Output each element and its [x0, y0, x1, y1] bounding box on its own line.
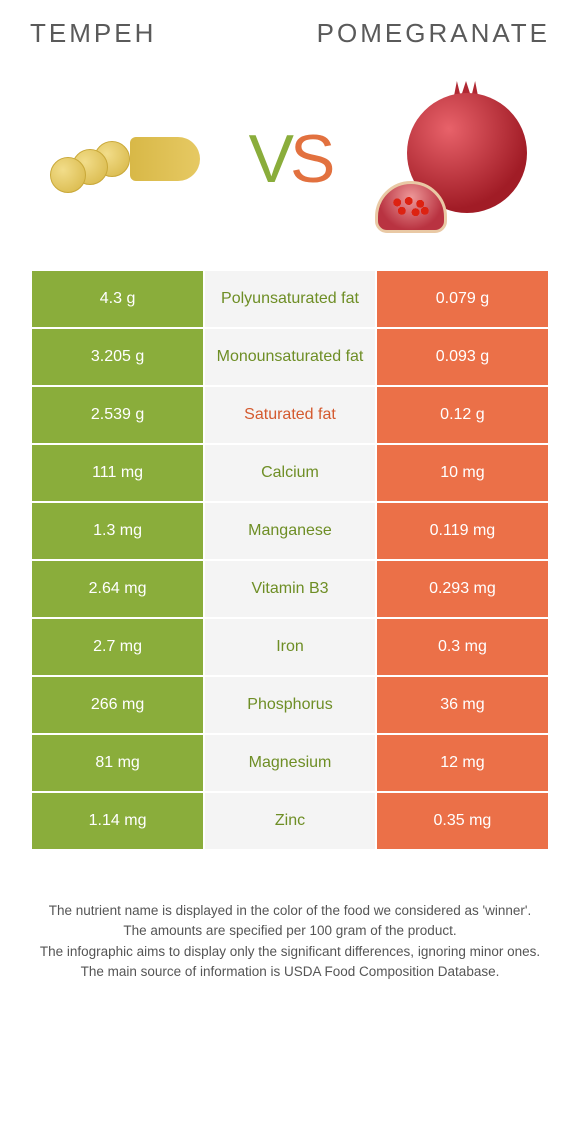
right-value: 0.293 mg [376, 560, 549, 618]
comparison-table: 4.3 gPolyunsaturated fat0.079 g3.205 gMo… [30, 269, 550, 851]
table-row: 3.205 gMonounsaturated fat0.093 g [31, 328, 549, 386]
nutrient-label: Vitamin B3 [204, 560, 376, 618]
header: Tempeh Pomegranate [0, 0, 580, 49]
left-food-title: Tempeh [30, 18, 156, 49]
footer-line: The main source of information is USDA F… [30, 962, 550, 982]
nutrient-label: Phosphorus [204, 676, 376, 734]
left-value: 2.64 mg [31, 560, 204, 618]
table-row: 266 mgPhosphorus36 mg [31, 676, 549, 734]
nutrient-label: Calcium [204, 444, 376, 502]
right-value: 0.093 g [376, 328, 549, 386]
hero-row: VS [0, 49, 580, 269]
nutrient-label: Saturated fat [204, 386, 376, 444]
table-row: 2.64 mgVitamin B30.293 mg [31, 560, 549, 618]
left-value: 2.7 mg [31, 618, 204, 676]
table-row: 1.14 mgZinc0.35 mg [31, 792, 549, 850]
right-value: 0.079 g [376, 270, 549, 328]
right-value: 0.119 mg [376, 502, 549, 560]
nutrient-label: Polyunsaturated fat [204, 270, 376, 328]
right-value: 12 mg [376, 734, 549, 792]
right-food-title: Pomegranate [317, 18, 550, 49]
table-row: 1.3 mgManganese0.119 mg [31, 502, 549, 560]
left-value: 111 mg [31, 444, 204, 502]
right-value: 0.3 mg [376, 618, 549, 676]
left-value: 4.3 g [31, 270, 204, 328]
left-value: 2.539 g [31, 386, 204, 444]
left-value: 1.3 mg [31, 502, 204, 560]
nutrient-label: Zinc [204, 792, 376, 850]
nutrient-label: Monounsaturated fat [204, 328, 376, 386]
table-row: 111 mgCalcium10 mg [31, 444, 549, 502]
table-row: 2.7 mgIron0.3 mg [31, 618, 549, 676]
footer-line: The amounts are specified per 100 gram o… [30, 921, 550, 941]
footer-line: The infographic aims to display only the… [30, 942, 550, 962]
table-row: 81 mgMagnesium12 mg [31, 734, 549, 792]
right-value: 10 mg [376, 444, 549, 502]
vs-s: S [290, 121, 331, 197]
left-value: 1.14 mg [31, 792, 204, 850]
left-value: 266 mg [31, 676, 204, 734]
right-value: 0.12 g [376, 386, 549, 444]
table-row: 4.3 gPolyunsaturated fat0.079 g [31, 270, 549, 328]
footer-notes: The nutrient name is displayed in the co… [30, 901, 550, 982]
nutrient-label: Iron [204, 618, 376, 676]
right-value: 36 mg [376, 676, 549, 734]
nutrient-label: Magnesium [204, 734, 376, 792]
tempeh-image [40, 79, 210, 239]
footer-line: The nutrient name is displayed in the co… [30, 901, 550, 921]
vs-v: V [249, 121, 290, 197]
nutrient-label: Manganese [204, 502, 376, 560]
table-row: 2.539 gSaturated fat0.12 g [31, 386, 549, 444]
vs-label: VS [249, 120, 332, 198]
left-value: 81 mg [31, 734, 204, 792]
left-value: 3.205 g [31, 328, 204, 386]
right-value: 0.35 mg [376, 792, 549, 850]
pomegranate-image [370, 79, 540, 239]
